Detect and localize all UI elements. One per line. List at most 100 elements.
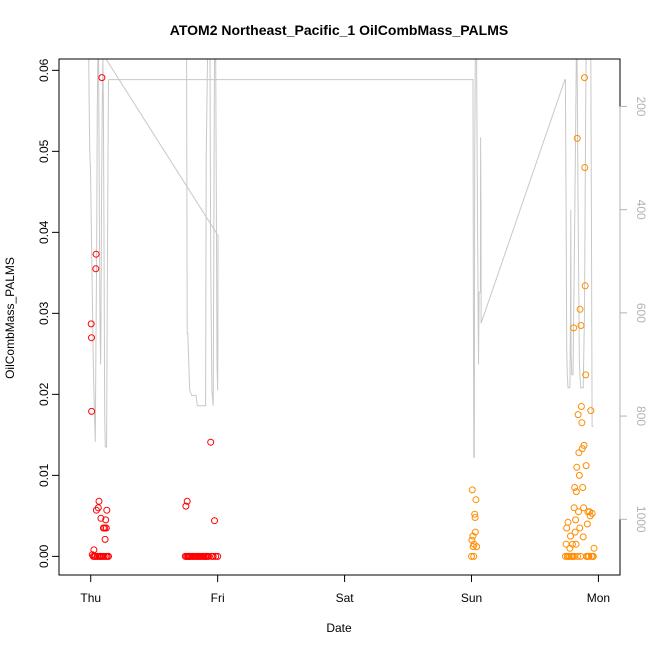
data-point: [582, 462, 590, 470]
chart-title: ATOM2 Northeast_Pacific_1 OilCombMass_PA…: [170, 22, 508, 38]
data-point: [580, 441, 588, 449]
data-point: [472, 496, 480, 504]
data-point: [95, 497, 103, 505]
data-point: [571, 528, 579, 536]
data-point: [581, 74, 588, 82]
data-point: [470, 552, 478, 560]
data-point: [212, 552, 220, 560]
data-point: [102, 524, 110, 532]
y-tick-label: 0.05: [37, 139, 51, 163]
data-point: [98, 74, 106, 82]
right-axis: 200 400 600 800 1000: [619, 96, 648, 533]
data-point: [579, 533, 587, 541]
data-point: [207, 438, 215, 446]
data-point: [88, 334, 95, 342]
x-tick-label: Mon: [587, 591, 610, 605]
data-point: [182, 502, 190, 510]
data-point: [567, 532, 574, 540]
data-point: [570, 504, 578, 512]
data-point: [563, 524, 571, 532]
data-point: [103, 506, 111, 514]
y-axis-label: OilCombMass_PALMS: [3, 257, 17, 379]
data-point: [211, 517, 218, 525]
data-point: [581, 164, 589, 171]
data-point: [209, 552, 217, 560]
data-point: [92, 265, 100, 273]
data-point: [87, 320, 95, 328]
y-tick-label: 0.01: [37, 463, 51, 487]
y-tick-label: 0.02: [37, 382, 51, 406]
data-point: [468, 536, 476, 544]
data-point: [575, 471, 583, 479]
data-point: [574, 552, 582, 560]
data-point: [90, 546, 98, 554]
right-tick-label: 600: [634, 303, 648, 323]
data-point: [588, 509, 596, 517]
right-tick-label: 800: [634, 406, 648, 426]
y-axis: 0.00 0.01 0.02 0.03 0.04 0.05 0.06: [37, 58, 60, 568]
data-point: [583, 520, 591, 528]
x-tick-label: Sun: [461, 591, 482, 605]
data-point: [578, 419, 586, 427]
data-point: [205, 552, 213, 560]
data-point: [102, 516, 110, 524]
data-point: [471, 514, 479, 521]
x-tick-label: Thu: [80, 591, 101, 605]
data-point: [580, 504, 588, 512]
data-point: [471, 510, 479, 518]
x-axis: Thu Fri Sat Sun Mon: [80, 574, 610, 605]
x-tick-label: Fri: [211, 591, 225, 605]
data-point: [571, 484, 579, 491]
pressure-lines: [88, 58, 594, 458]
data-point: [581, 282, 589, 290]
y-tick-label: 0.03: [37, 301, 51, 325]
data-point: [579, 484, 587, 491]
x-tick-label: Sat: [336, 591, 355, 605]
data-points: [87, 74, 598, 560]
data-point: [575, 508, 582, 516]
data-point: [92, 250, 100, 258]
data-point: [587, 407, 595, 415]
x-axis-label: Date: [326, 621, 352, 635]
data-point: [572, 516, 580, 524]
data-point: [589, 552, 597, 560]
data-point: [590, 544, 598, 552]
data-point: [88, 407, 96, 415]
plot-frame: [58, 58, 621, 576]
data-point: [570, 324, 578, 332]
data-point: [573, 134, 581, 142]
data-point: [585, 552, 593, 560]
data-point: [575, 449, 583, 457]
data-point: [568, 540, 576, 548]
data-point: [577, 322, 585, 329]
data-point: [582, 371, 590, 379]
data-point: [101, 535, 109, 543]
right-tick-label: 200: [634, 96, 648, 116]
y-tick-label: 0.06: [37, 58, 51, 82]
data-point: [576, 305, 584, 313]
data-point: [214, 552, 222, 560]
y-tick-label: 0.00: [37, 544, 51, 568]
data-point: [468, 552, 475, 560]
right-tick-label: 400: [634, 200, 648, 220]
data-point: [572, 488, 580, 496]
data-point: [94, 504, 102, 512]
data-point: [564, 518, 572, 526]
right-tick-label: 1000: [634, 506, 648, 533]
data-point: [576, 524, 584, 532]
data-point: [471, 528, 479, 536]
data-point: [473, 543, 481, 551]
data-point: [572, 540, 580, 548]
data-point: [97, 514, 105, 522]
y-tick-label: 0.04: [37, 220, 51, 244]
data-point: [105, 552, 112, 560]
data-point: [574, 411, 582, 419]
data-point: [468, 486, 476, 494]
pressure-line-2: [184, 58, 219, 407]
pressure-line-1: [88, 58, 594, 458]
data-point: [100, 552, 108, 560]
data-point: [183, 497, 191, 505]
data-point: [573, 463, 581, 471]
data-point: [577, 403, 585, 410]
